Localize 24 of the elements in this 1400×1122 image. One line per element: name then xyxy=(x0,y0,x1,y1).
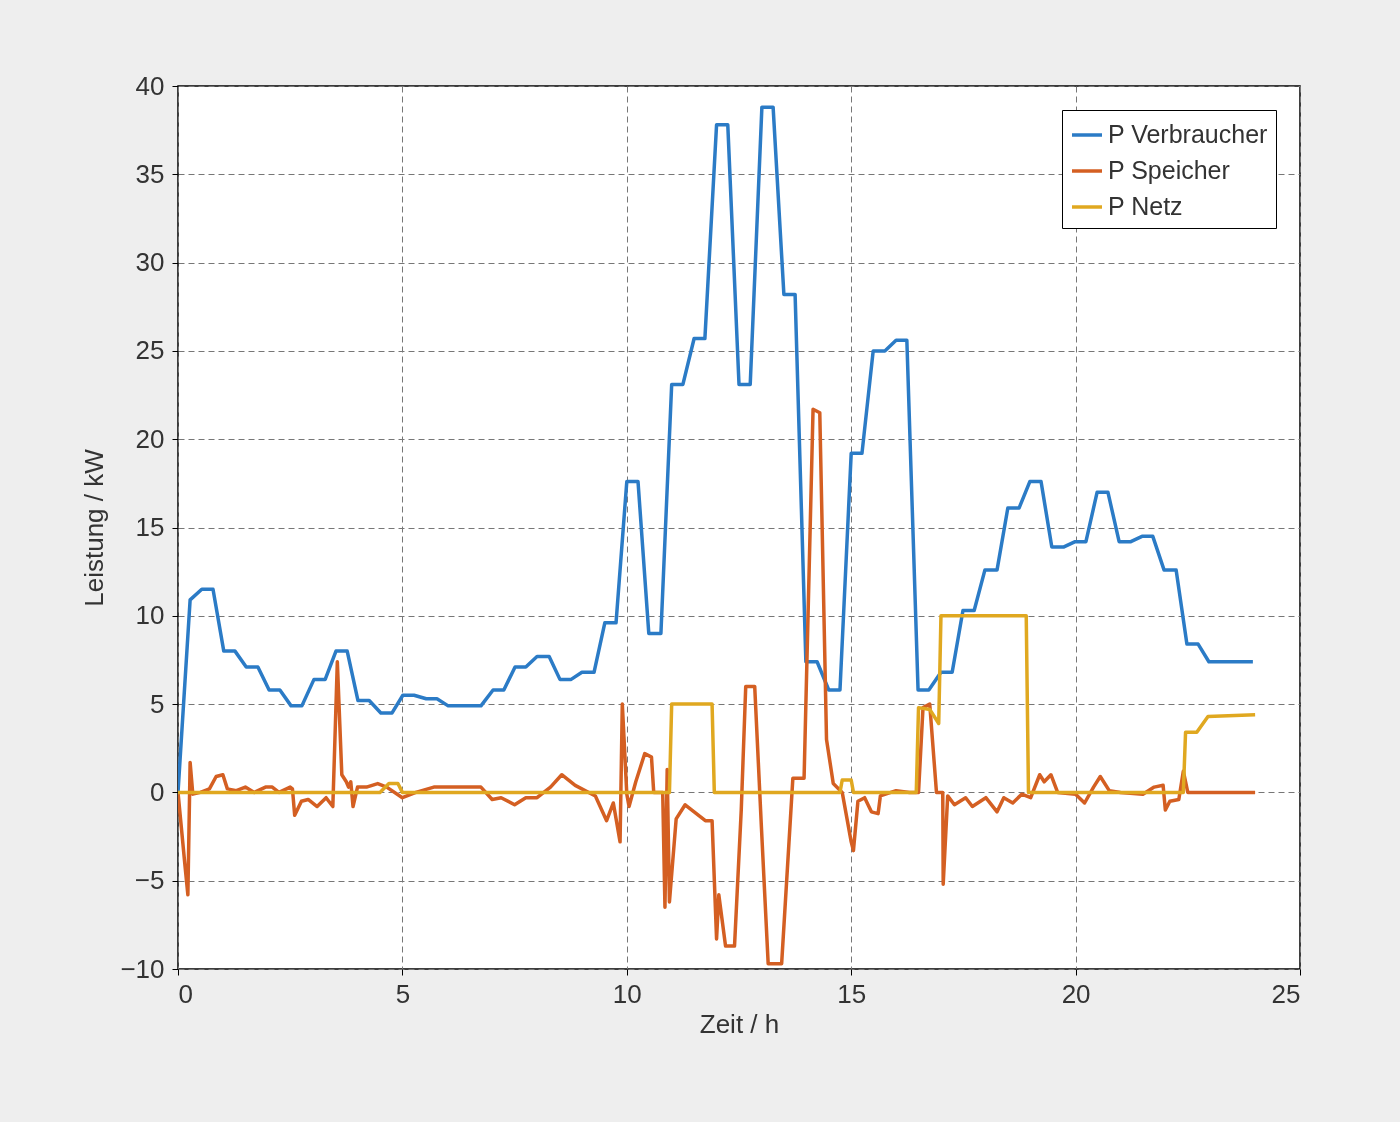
x-tick-label: 20 xyxy=(1061,978,1091,1009)
y-tick-label: 5 xyxy=(150,688,165,719)
y-tick-label: 30 xyxy=(135,247,165,278)
y-tick-label: −5 xyxy=(134,865,165,896)
y-tick-label: 20 xyxy=(135,423,165,454)
y-tick-label: 15 xyxy=(135,512,165,542)
line-series xyxy=(178,407,1257,966)
legend-label: P Speicher xyxy=(1108,156,1230,184)
line-series xyxy=(178,614,1257,795)
y-tick-label: −10 xyxy=(120,953,165,984)
y-tick-label: 40 xyxy=(135,70,165,101)
y-tick-label: 0 xyxy=(150,776,165,807)
x-tick-label: 10 xyxy=(612,978,642,1009)
x-tick-label: 5 xyxy=(395,978,411,1009)
y-tick-label: 25 xyxy=(135,335,165,366)
legend-label: P Netz xyxy=(1108,192,1183,220)
y-tick-label: 35 xyxy=(135,158,165,189)
legend-label: P Verbraucher xyxy=(1108,120,1268,148)
x-tick-label: 0 xyxy=(178,978,193,1009)
x-axis-title: Zeit / h xyxy=(699,1008,780,1039)
x-tick-label: 15 xyxy=(837,978,867,1009)
x-tick-label: 25 xyxy=(1271,978,1301,1009)
y-axis-title: Leistung / kW xyxy=(79,448,110,607)
y-tick-label: 10 xyxy=(135,600,165,631)
